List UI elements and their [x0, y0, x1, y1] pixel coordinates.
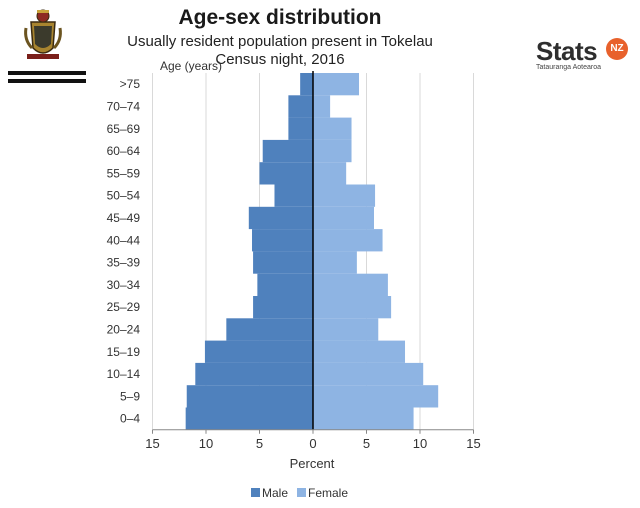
- x-tick-label: 5: [363, 436, 370, 451]
- coat-of-arms-icon: [24, 9, 62, 59]
- bar-female: [313, 229, 383, 252]
- bar-female: [313, 362, 424, 386]
- bar-female: [313, 318, 379, 341]
- bar-female: [313, 184, 376, 207]
- y-tick-label: 30–34: [107, 278, 141, 292]
- bar-female: [313, 273, 388, 296]
- y-tick-label: 60–64: [107, 144, 141, 158]
- y-tick-label: 40–44: [107, 233, 141, 247]
- bar-male: [195, 362, 313, 386]
- bar-female: [313, 95, 331, 118]
- crest-caption-line: [8, 71, 86, 75]
- bar-male: [226, 318, 313, 341]
- y-tick-label: 45–49: [107, 211, 141, 225]
- legend-swatch-female: [297, 488, 306, 497]
- bar-male: [274, 184, 313, 207]
- y-tick-label: 15–19: [107, 345, 141, 359]
- chart-title: Age-sex distribution: [178, 6, 382, 29]
- x-tick-label: 15: [466, 436, 480, 451]
- chart-subtitle-line-1: Usually resident population present in T…: [127, 33, 433, 50]
- x-tick-label: 15: [145, 436, 159, 451]
- stats-nz-logo: Stats NZ Tatauranga Aotearoa: [536, 36, 636, 76]
- logo-tagline: Tatauranga Aotearoa: [536, 64, 601, 71]
- bar-male: [252, 229, 313, 252]
- x-axis-label: Percent: [290, 456, 335, 471]
- y-tick-label: 50–54: [107, 189, 141, 203]
- bar-female: [313, 206, 374, 230]
- bar-male: [186, 385, 313, 408]
- y-tick-label: 55–59: [107, 166, 141, 180]
- y-tick-label: 10–14: [107, 367, 141, 381]
- bar-female: [313, 117, 352, 140]
- y-tick-label: >75: [120, 77, 141, 91]
- bar-female: [313, 139, 352, 163]
- bar-female: [313, 407, 414, 430]
- x-tick-label: 5: [256, 436, 263, 451]
- logo-wordmark: Stats: [536, 36, 598, 66]
- bar-female: [313, 73, 360, 96]
- bar-female: [313, 296, 392, 319]
- bar-male: [204, 340, 313, 363]
- crest-caption-line: [8, 79, 86, 83]
- chart-subtitle-line-2: Census night, 2016: [215, 51, 345, 68]
- bar-male: [262, 139, 313, 163]
- bar-female: [313, 251, 357, 274]
- bar-male: [288, 95, 313, 118]
- legend-swatch-male: [251, 488, 260, 497]
- bar-male: [288, 117, 313, 140]
- bar-male: [300, 73, 313, 96]
- y-tick-label: 25–29: [107, 300, 141, 314]
- bar-male: [253, 251, 313, 274]
- bar-female: [313, 162, 347, 185]
- y-tick-label: 35–39: [107, 256, 141, 270]
- y-tick-label: 5–9: [120, 389, 140, 403]
- y-tick-label: 0–4: [120, 412, 140, 426]
- x-tick-label: 10: [413, 436, 427, 451]
- y-tick-label: 20–24: [107, 322, 141, 336]
- bar-male: [248, 206, 313, 230]
- bar-male: [257, 273, 313, 296]
- x-tick-label: 0: [309, 436, 316, 451]
- y-tick-label: 70–74: [107, 99, 141, 113]
- logo-badge: NZ: [606, 38, 628, 60]
- bar-female: [313, 385, 439, 408]
- bar-female: [313, 340, 406, 363]
- legend-label-male: Male: [262, 486, 288, 500]
- x-tick-label: 10: [199, 436, 213, 451]
- y-tick-label: 65–69: [107, 122, 141, 136]
- bar-male: [259, 162, 313, 185]
- y-axis-label: Age (years): [160, 59, 222, 73]
- bar-male: [253, 296, 313, 319]
- bar-male: [185, 407, 313, 430]
- legend-label-female: Female: [308, 486, 348, 500]
